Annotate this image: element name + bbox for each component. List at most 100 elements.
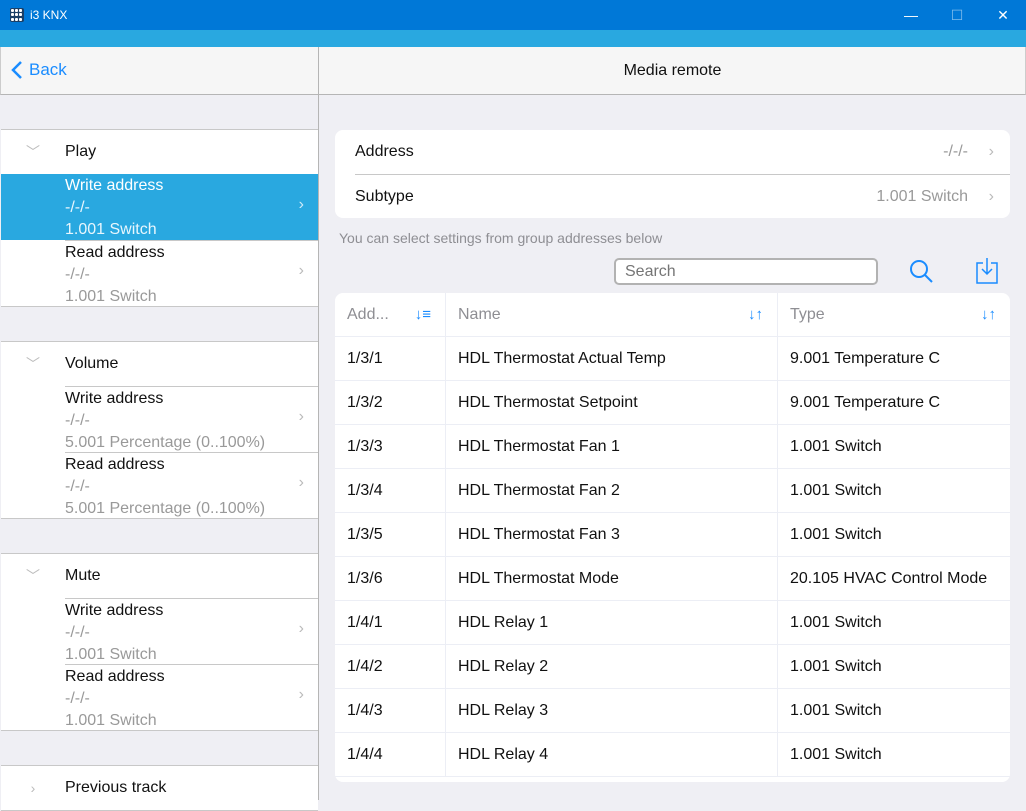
item-type: 5.001 Percentage (0..100%) (65, 434, 266, 451)
chevron-right-icon: › (988, 187, 994, 205)
close-button[interactable]: ✕ (997, 6, 1009, 23)
item-type: 1.001 Switch (65, 288, 157, 305)
section-gap (1, 519, 318, 554)
address-item-content: Write address -/-/- 1.001 Switch (65, 174, 318, 240)
nav-header: Back Media remote (0, 47, 1026, 95)
section-gap (1, 95, 318, 130)
table-row[interactable]: 1/3/1 HDL Thermostat Actual Temp 9.001 Tem… (335, 337, 1010, 381)
cell-type: 1.001 Switch (790, 657, 882, 675)
cell-name: HDL Relay 1 (446, 601, 778, 644)
sidebar-section: ﹀ Mute Write address -/-/- 1.001 Switch › Read… (1, 554, 318, 731)
pane-divider (318, 47, 319, 800)
cell-type: 1.001 Switch (790, 613, 882, 631)
address-item-content: Write address -/-/- 1.001 Switch (65, 598, 318, 664)
chevron-right-icon: › (30, 780, 36, 796)
cell-name: HDL Relay 2 (446, 645, 778, 688)
chevron-right-icon: › (298, 620, 304, 637)
address-item[interactable]: Read address -/-/- 1.001 Switch › (1, 664, 318, 730)
search-icon[interactable] (908, 258, 934, 284)
address-item[interactable]: Write address -/-/- 1.001 Switch › (1, 174, 318, 240)
column-label: Add... (347, 305, 389, 323)
table-row[interactable]: 1/3/4 HDL Thermostat Fan 2 1.001 Switch (335, 469, 1010, 513)
cell-address: 1/3/6 (335, 557, 446, 600)
sidebar: ﹀ Play Write address -/-/- 1.001 Switch › Read… (1, 95, 318, 811)
address-value: -/-/- (943, 143, 968, 160)
item-address: -/-/- (65, 412, 90, 429)
back-button[interactable]: Back (11, 60, 67, 80)
item-address: -/-/- (65, 624, 90, 641)
table-row[interactable]: 1/4/1 HDL Relay 1 1.001 Switch (335, 601, 1010, 645)
column-header[interactable]: Type ↓↑ (778, 293, 1010, 336)
cell-address: 1/4/2 (335, 645, 446, 688)
address-item[interactable]: Read address -/-/- 5.001 Percentage (0..10… (1, 452, 318, 518)
section-label: Previous track (65, 779, 167, 796)
cell-address: 1/3/2 (335, 381, 446, 424)
column-header[interactable]: Name ↓↑ (446, 293, 778, 336)
section-header[interactable]: ﹀ Play (1, 130, 318, 174)
cell-type: 1.001 Switch (790, 481, 882, 499)
table-header: Add... ↓≡ Name ↓↑ Type ↓↑ (335, 293, 1010, 337)
search-input[interactable] (614, 258, 878, 285)
accent-band (0, 30, 1026, 47)
item-label: Read address (65, 668, 165, 685)
maximize-button[interactable]: ☐ (950, 6, 964, 23)
table-row[interactable]: 1/3/3 HDL Thermostat Fan 1 1.001 Switch (335, 425, 1010, 469)
section-header[interactable]: ﹀ Mute (1, 554, 318, 598)
column-header[interactable]: Add... ↓≡ (335, 293, 446, 336)
sidebar-section: ﹀ Play Write address -/-/- 1.001 Switch › Read… (1, 130, 318, 307)
address-item[interactable]: Read address -/-/- 1.001 Switch › (1, 240, 318, 306)
item-label: Write address (65, 602, 164, 619)
item-address: -/-/- (65, 266, 90, 283)
sort-icon[interactable]: ↓↑ (981, 306, 996, 323)
hint-text: You can select settings from group addre… (339, 230, 663, 246)
title-bar: i3 KNX — ☐ ✕ (0, 0, 1026, 30)
cell-address: 1/4/3 (335, 689, 446, 732)
minimize-button[interactable]: — (904, 7, 918, 23)
item-label: Write address (65, 390, 164, 407)
section-label: Play (65, 143, 97, 160)
window-title: i3 KNX (30, 8, 68, 22)
address-item[interactable]: Write address -/-/- 1.001 Switch › (1, 598, 318, 664)
address-item-content: Read address -/-/- 1.001 Switch (65, 240, 318, 306)
table-row[interactable]: 1/4/2 HDL Relay 2 1.001 Switch (335, 645, 1010, 689)
chevron-right-icon: › (298, 196, 304, 213)
address-row[interactable]: Address -/-/- › (335, 130, 1010, 174)
back-label: Back (29, 60, 67, 79)
cell-name: HDL Relay 4 (446, 733, 778, 776)
cell-address: 1/4/1 (335, 601, 446, 644)
item-label: Read address (65, 456, 165, 473)
table-row[interactable]: 1/4/3 HDL Relay 3 1.001 Switch (335, 689, 1010, 733)
section-header[interactable]: › Previous track (1, 766, 318, 810)
table-row[interactable]: 1/3/5 HDL Thermostat Fan 3 1.001 Switch (335, 513, 1010, 557)
section-gap (1, 307, 318, 342)
cell-name: HDL Thermostat Fan 3 (446, 513, 778, 556)
chevron-right-icon: › (298, 474, 304, 491)
item-type: 1.001 Switch (65, 221, 157, 238)
sort-icon[interactable]: ↓≡ (414, 306, 431, 323)
export-icon[interactable] (976, 258, 998, 284)
cell-name: HDL Thermostat Fan 1 (446, 425, 778, 468)
table-row[interactable]: 1/3/6 HDL Thermostat Mode 20.105 HVAC Cont… (335, 557, 1010, 601)
address-item[interactable]: Write address -/-/- 5.001 Percentage (0..1… (1, 386, 318, 452)
subtype-row[interactable]: Subtype 1.001 Switch › (355, 174, 1010, 218)
section-label: Volume (65, 355, 119, 372)
cell-type: 1.001 Switch (790, 437, 882, 455)
cell-type: 1.001 Switch (790, 525, 882, 543)
table-row[interactable]: 1/4/4 HDL Relay 4 1.001 Switch (335, 733, 1010, 777)
cell-type: 20.105 HVAC Control Mode (790, 569, 988, 587)
cell-name: HDL Thermostat Fan 2 (446, 469, 778, 512)
column-label: Type (790, 305, 825, 323)
cell-type: 9.001 Temperature C (790, 349, 941, 367)
item-type: 5.001 Percentage (0..100%) (65, 500, 266, 517)
address-label: Address (355, 143, 414, 160)
item-label: Read address (65, 244, 165, 261)
section-header[interactable]: ﹀ Volume (1, 342, 318, 386)
sort-icon[interactable]: ↓↑ (748, 306, 763, 323)
cell-name: HDL Thermostat Mode (446, 557, 778, 600)
table-row[interactable]: 1/3/2 HDL Thermostat Setpoint 9.001 Temper… (335, 381, 1010, 425)
sidebar-section: ﹀ Volume Write address -/-/- 5.001 Percentag… (1, 342, 318, 519)
cell-type: 9.001 Temperature C (790, 393, 941, 411)
cell-address: 1/3/4 (335, 469, 446, 512)
group-address-table: Add... ↓≡ Name ↓↑ Type ↓↑ 1/3/1 HDL Thermostat … (335, 293, 1010, 782)
chevron-left-icon (11, 61, 22, 79)
